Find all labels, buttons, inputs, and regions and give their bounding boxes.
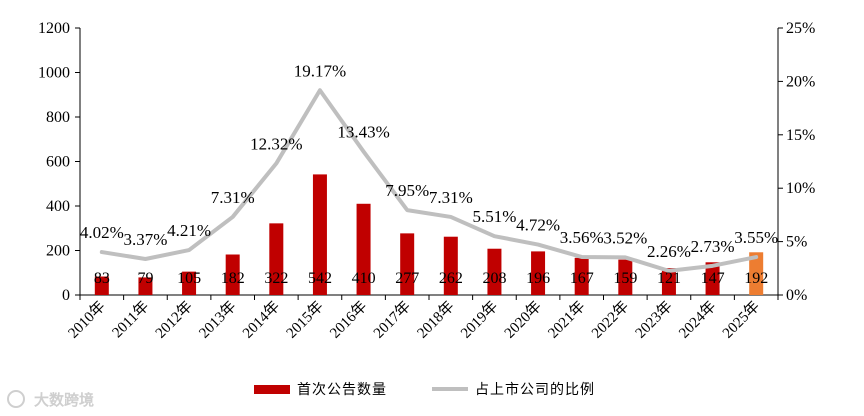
- bar: [182, 271, 197, 295]
- line-series: [99, 88, 759, 273]
- ratio-value-label: 7.95%: [385, 181, 429, 200]
- ratio-value-label: 4.21%: [167, 221, 211, 240]
- legend-label-line: 占上市公司的比例: [475, 381, 595, 398]
- left-tick-label: 1000: [38, 65, 70, 82]
- bar-value-label: 322: [264, 270, 288, 287]
- x-tick-label: 2023年: [632, 298, 676, 342]
- bar-value-label: 167: [570, 270, 594, 287]
- legend-label-bar: 首次公告数量: [297, 382, 387, 398]
- bar: [705, 262, 720, 295]
- legend-swatch-bar: [254, 385, 290, 394]
- x-tick-label: 2021年: [545, 298, 589, 342]
- bar: [661, 268, 676, 295]
- right-tick-label: 0%: [786, 287, 807, 304]
- watermark-text: 大数跨境: [34, 391, 94, 409]
- ratio-value-label: 5.51%: [472, 207, 516, 226]
- bar: [356, 203, 371, 295]
- right-tick-label: 10%: [786, 180, 815, 197]
- right-tick-label: 25%: [786, 20, 815, 37]
- x-tick-label: 2010年: [65, 298, 109, 342]
- left-tick-label: 1200: [38, 20, 70, 37]
- data-labels: 83 79 105 182 322 542 410 277 262 208 196 167 159 121…: [80, 61, 778, 287]
- x-tick-label: 2018年: [414, 298, 458, 342]
- bar: [400, 233, 415, 295]
- right-tick-label: 5%: [786, 234, 807, 251]
- left-tick-label: 0: [62, 287, 70, 304]
- ratio-value-label: 2.26%: [647, 242, 691, 261]
- legend: 首次公告数量 占上市公司的比例: [254, 381, 595, 398]
- right-tick-label: 20%: [786, 73, 815, 90]
- bar: [312, 174, 327, 295]
- bar: [487, 248, 502, 295]
- left-tick-label: 400: [46, 198, 70, 215]
- ratio-value-label: 4.72%: [516, 216, 560, 235]
- x-tick-label: 2019年: [457, 298, 501, 342]
- bar-value-label: 542: [308, 270, 332, 287]
- bar-value-label: 192: [744, 270, 768, 287]
- bar-value-label: 208: [482, 270, 506, 287]
- left-tick-label: 200: [46, 243, 70, 260]
- bar: [749, 252, 764, 295]
- bar-value-label: 196: [526, 270, 550, 287]
- bar-series: [94, 174, 764, 295]
- x-tick-label: 2022年: [588, 298, 632, 342]
- ratio-value-label: 19.17%: [294, 61, 346, 80]
- left-tick-label: 600: [46, 154, 70, 171]
- ratio-value-label: 3.37%: [123, 230, 167, 249]
- x-tick-label: 2013年: [196, 298, 240, 342]
- x-tick-label: 2011年: [109, 298, 152, 341]
- bar-value-label: 410: [352, 270, 376, 287]
- x-tick-label: 2017年: [370, 298, 414, 342]
- ratio-value-label: 4.02%: [80, 223, 124, 242]
- ratio-value-label: 7.31%: [429, 188, 473, 207]
- x-tick-label: 2025年: [719, 298, 763, 342]
- x-tick-label: 2014年: [239, 298, 283, 342]
- x-tick-label: 2020年: [501, 298, 545, 342]
- bar-value-label: 277: [395, 270, 419, 287]
- bar-value-label: 262: [439, 270, 463, 287]
- bar: [531, 251, 546, 295]
- ratio-value-label: 12.32%: [250, 134, 302, 153]
- x-tick-label: 2024年: [676, 298, 720, 342]
- bar-value-label: 105: [177, 270, 201, 287]
- x-tick-label: 2015年: [283, 298, 327, 342]
- bar-value-label: 121: [657, 270, 681, 287]
- left-tick-label: 800: [46, 109, 70, 126]
- watermark-logo-icon: [7, 390, 25, 408]
- ratio-value-label: 13.43%: [337, 123, 389, 142]
- bar: [138, 277, 153, 295]
- bar-value-label: 182: [221, 270, 245, 287]
- bar: [618, 259, 633, 295]
- bar: [443, 236, 458, 295]
- ratio-value-label: 3.55%: [734, 228, 778, 247]
- bar: [574, 257, 589, 295]
- bar: [269, 223, 284, 295]
- watermark: 大数跨境: [7, 390, 94, 409]
- bar-value-label: 159: [613, 270, 637, 287]
- bar: [225, 254, 240, 295]
- bar-value-label: 83: [94, 270, 110, 287]
- bar-value-label: 147: [701, 270, 725, 287]
- bar-value-label: 79: [137, 270, 153, 287]
- right-tick-label: 15%: [786, 127, 815, 144]
- x-tick-label: 2012年: [152, 298, 196, 342]
- ratio-value-label: 3.52%: [603, 228, 647, 247]
- x-tick-label: 2016年: [327, 298, 371, 342]
- ratio-value-label: 7.31%: [211, 188, 255, 207]
- ratio-value-label: 2.73%: [691, 237, 735, 256]
- ratio-line: [99, 88, 759, 273]
- ratio-value-label: 3.56%: [560, 228, 604, 247]
- bar: [94, 276, 109, 295]
